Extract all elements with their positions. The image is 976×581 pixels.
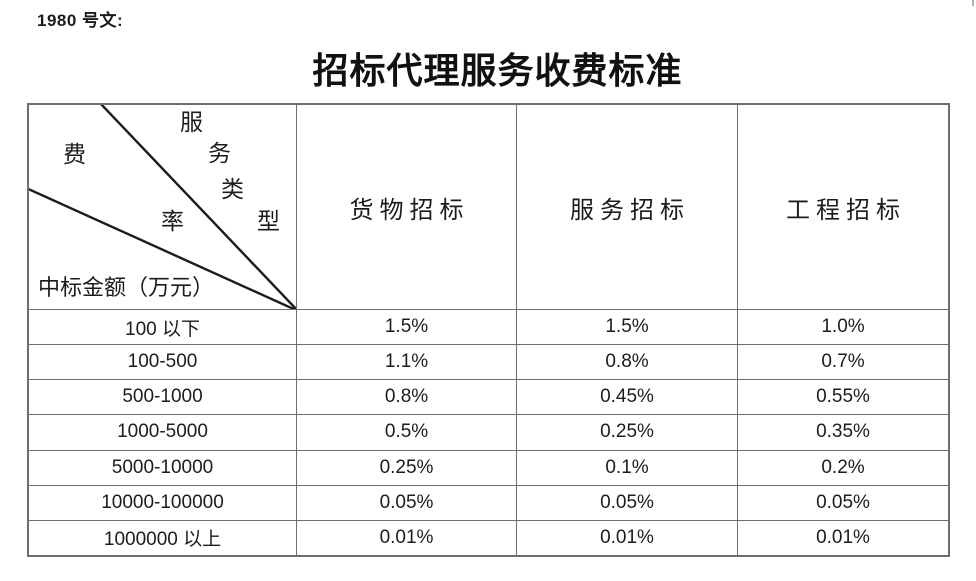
fee-cell: 1.0% — [738, 310, 948, 345]
fee-cell: 1.5% — [517, 310, 737, 345]
fee-cell: 0.05% — [738, 485, 948, 520]
corner-type-char: 型 — [257, 209, 280, 234]
row-range-cell: 500-1000 — [29, 380, 296, 415]
column-header-works: 工程招标 — [738, 105, 948, 309]
fee-cell: 0.1% — [517, 450, 737, 485]
fee-cell: 0.25% — [517, 415, 737, 450]
fee-cell: 0.01% — [297, 520, 516, 555]
row-range-cell: 1000000 以上 — [29, 520, 296, 555]
fee-cell: 0.55% — [738, 380, 948, 415]
fee-table: 服 务 类 型 费 率 中标金额（万元） 货物招标 服务招标 工程招标 100 … — [27, 103, 950, 557]
fee-cell: 1.5% — [297, 310, 516, 345]
fee-cell: 0.35% — [738, 415, 948, 450]
corner-type-char: 务 — [208, 141, 231, 166]
column-header-service: 服务招标 — [517, 105, 737, 309]
fee-cell: 1.1% — [297, 345, 516, 380]
fee-cell: 0.5% — [297, 415, 516, 450]
page-edge-artifact — [972, 0, 974, 6]
row-range-cell: 1000-5000 — [29, 415, 296, 450]
corner-cell: 服 务 类 型 费 率 中标金额（万元） — [29, 105, 296, 309]
row-range-cell: 100 以下 — [29, 310, 296, 345]
page-title: 招标代理服务收费标准 — [312, 51, 683, 91]
fee-cell: 0.01% — [517, 520, 737, 555]
corner-rate-char: 率 — [161, 209, 184, 234]
fee-cell: 0.8% — [517, 345, 737, 380]
row-range-cell: 10000-100000 — [29, 485, 296, 520]
corner-amount-label: 中标金额（万元） — [38, 275, 215, 300]
fee-cell: 0.7% — [738, 345, 948, 380]
corner-type-char: 类 — [221, 177, 244, 202]
corner-rate-char: 费 — [63, 142, 86, 167]
fee-cell: 0.8% — [297, 380, 516, 415]
fee-cell: 0.05% — [297, 485, 516, 520]
corner-type-char: 服 — [180, 110, 203, 135]
row-range-cell: 5000-10000 — [29, 450, 296, 485]
fee-cell: 0.05% — [517, 485, 737, 520]
fee-cell: 0.45% — [517, 380, 737, 415]
fee-cell: 0.01% — [738, 520, 948, 555]
doc-ref: 1980 号文: — [37, 11, 124, 30]
row-range-cell: 100-500 — [29, 345, 296, 380]
fee-cell: 0.2% — [738, 450, 948, 485]
fee-cell: 0.25% — [297, 450, 516, 485]
column-header-goods: 货物招标 — [297, 105, 516, 309]
diagonal-lines-icon — [29, 105, 296, 309]
